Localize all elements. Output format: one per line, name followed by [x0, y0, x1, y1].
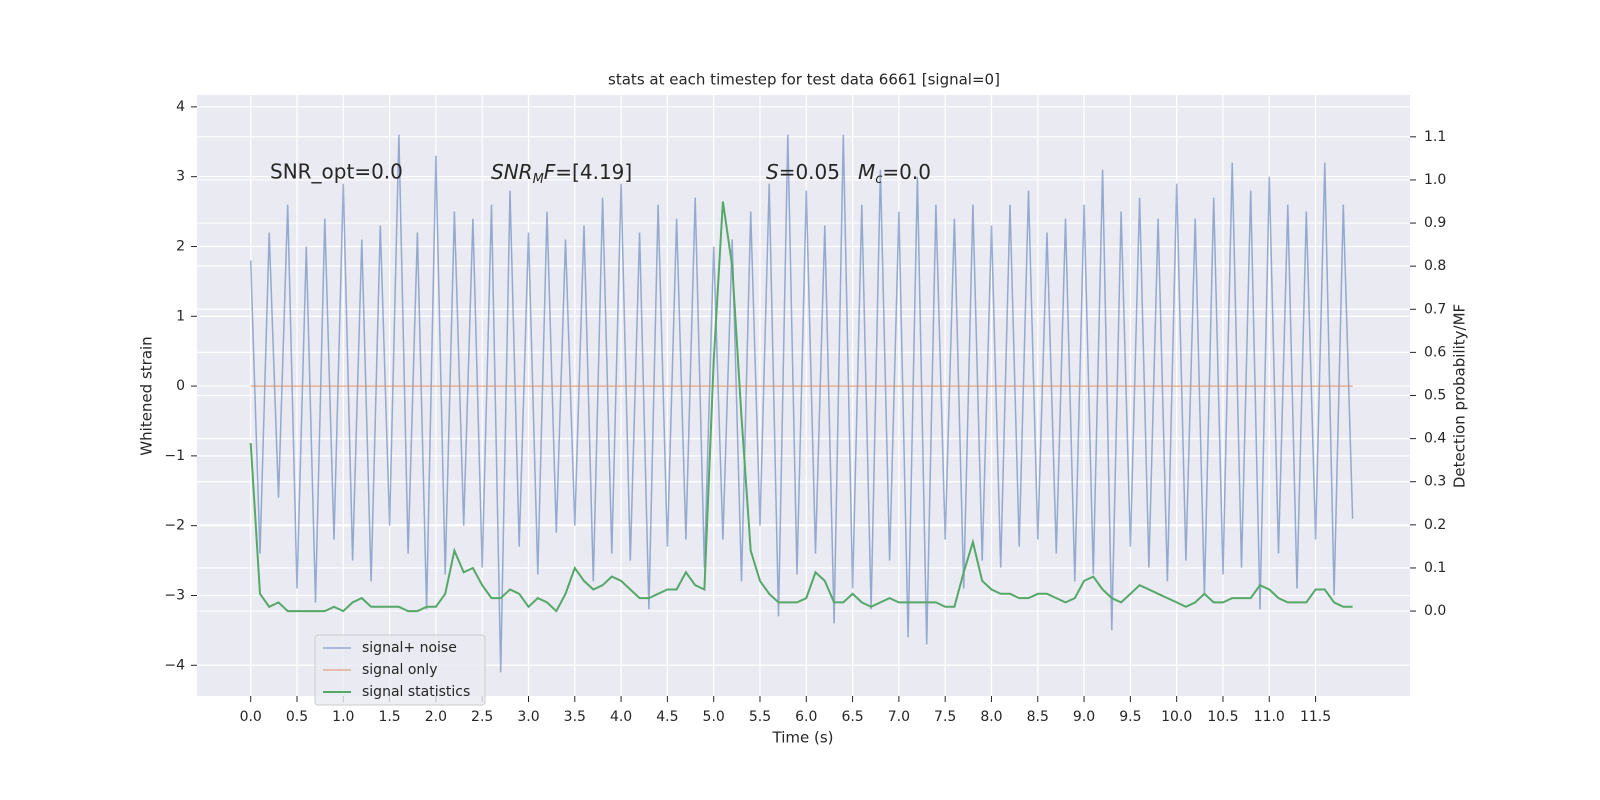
- x-tick-label: 7.5: [934, 709, 956, 725]
- legend-label: signal only: [362, 662, 437, 678]
- y-tick-label: 3: [176, 169, 185, 185]
- annotation-part: =0.0: [882, 160, 931, 184]
- y2-tick-label: 0.7: [1424, 301, 1446, 317]
- annotation-sub: M: [533, 172, 544, 187]
- x-tick-label: 6.0: [795, 709, 817, 725]
- y2-tick-label: 0.3: [1424, 474, 1446, 490]
- x-tick-label: 6.5: [841, 709, 863, 725]
- x-tick-label: 11.0: [1254, 709, 1285, 725]
- x-tick-label: 1.5: [378, 709, 400, 725]
- y-tick-label: −2: [164, 518, 185, 534]
- x-tick-label: 0.5: [286, 709, 308, 725]
- y-tick-label: 1: [176, 308, 185, 324]
- y-tick-label: −3: [164, 587, 185, 603]
- x-tick-label: 10.0: [1161, 709, 1192, 725]
- annotation: Mc=0.0: [858, 160, 931, 187]
- x-tick-label: 3.5: [564, 709, 586, 725]
- y-axis-label: Whitened strain: [138, 336, 156, 455]
- y2-tick-label: 0.4: [1424, 431, 1446, 447]
- x-tick-label: 11.5: [1300, 709, 1331, 725]
- x-tick-label: 5.0: [703, 709, 725, 725]
- x-tick-label: 2.5: [471, 709, 493, 725]
- chart-title: stats at each timestep for test data 666…: [608, 71, 1000, 89]
- legend-box: [314, 634, 486, 706]
- series-line: [249, 201, 1353, 613]
- annotation: SNRMF=[4.19]: [491, 160, 632, 187]
- annotation-sub: c: [875, 172, 882, 187]
- x-tick-label: 10.5: [1207, 709, 1238, 725]
- y2-tick-label: 0.2: [1424, 517, 1446, 533]
- annotation-part: F: [544, 160, 556, 184]
- x-tick-label: 9.0: [1073, 709, 1095, 725]
- y2-tick-label: 1.0: [1424, 172, 1446, 188]
- x-tick-label: 4.0: [610, 709, 632, 725]
- legend-label: signal+ noise: [362, 640, 457, 656]
- x-tick-label: 8.0: [980, 709, 1002, 725]
- y-tick-label: 0: [176, 378, 185, 394]
- x-tick-label: 3.0: [517, 709, 539, 725]
- y2-tick-label: 1.1: [1424, 129, 1446, 145]
- x-tick-label: 5.5: [749, 709, 771, 725]
- series-line: [249, 134, 1354, 673]
- y2-tick-label: 0.1: [1424, 560, 1446, 576]
- annotation-part: =[4.19]: [555, 160, 632, 184]
- y2-axis-label: Detection probability/MF: [1451, 304, 1469, 488]
- x-tick-label: 9.5: [1119, 709, 1141, 725]
- y2-tick-label: 0.5: [1424, 388, 1446, 404]
- annotation-part: =0.05: [779, 160, 840, 184]
- y2-tick-label: 0.0: [1424, 603, 1446, 619]
- x-axis-label: Time (s): [772, 729, 834, 747]
- y2-tick-label: 0.6: [1424, 344, 1446, 360]
- x-tick-label: 1.0: [332, 709, 354, 725]
- y-tick-label: 2: [176, 238, 185, 254]
- y-tick-label: −4: [164, 657, 185, 673]
- annotation-part: S: [766, 160, 779, 184]
- x-tick-label: 7.0: [888, 709, 910, 725]
- annotation: S=0.05: [766, 160, 840, 184]
- y2-tick-label: 0.8: [1424, 258, 1446, 274]
- x-tick-label: 8.5: [1027, 709, 1049, 725]
- x-tick-label: 2.0: [425, 709, 447, 725]
- x-tick-label: 4.5: [656, 709, 678, 725]
- x-tick-label: 0.0: [240, 709, 262, 725]
- annotation-part: SNR: [491, 160, 533, 184]
- y2-tick-label: 0.9: [1424, 215, 1446, 231]
- annotation-part: M: [858, 160, 875, 184]
- y-tick-label: −1: [164, 448, 185, 464]
- annotation: SNR_opt=0.0: [270, 160, 403, 184]
- legend-label: signal statistics: [362, 684, 470, 700]
- y-tick-label: 4: [176, 99, 185, 115]
